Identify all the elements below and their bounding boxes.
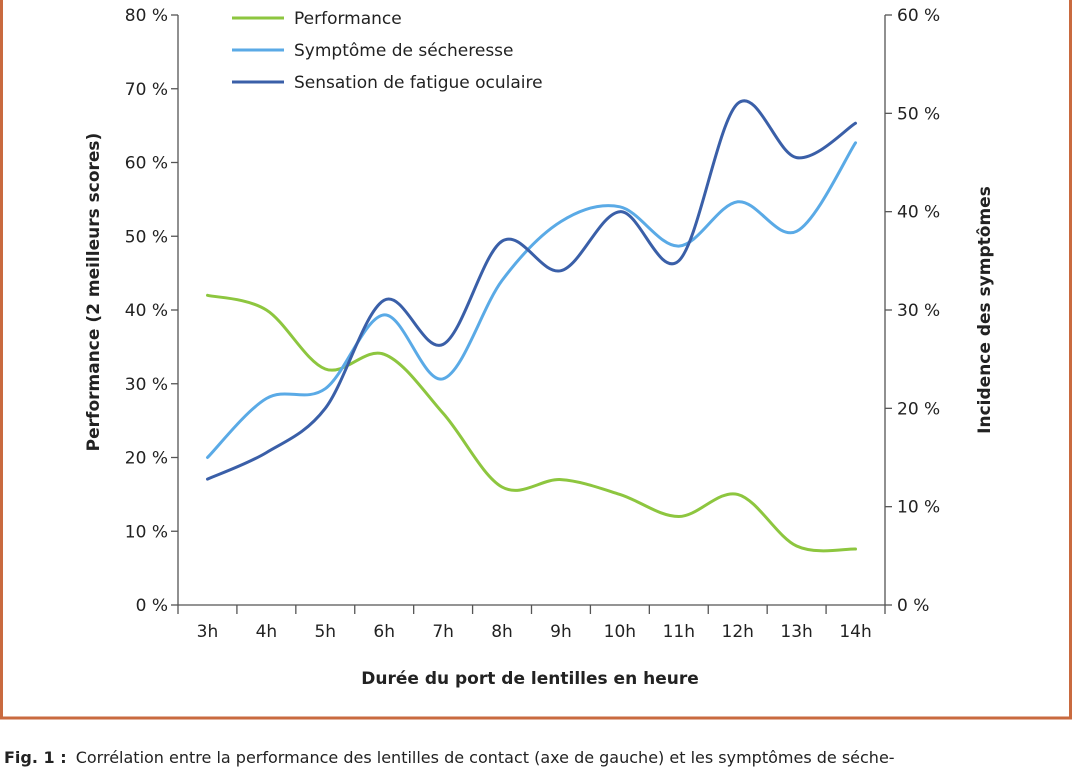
- x-tick-label: 9h: [550, 622, 572, 642]
- right-tick-label: 20 %: [897, 399, 940, 419]
- left-tick-label: 40 %: [125, 301, 168, 321]
- legend-label: Symptôme de sécheresse: [294, 41, 514, 61]
- x-tick-label: 10h: [604, 622, 636, 642]
- right-tick-label: 0 %: [897, 596, 929, 616]
- left-tick-label: 80 %: [125, 6, 168, 26]
- caption-label: Fig. 1 :: [4, 748, 67, 767]
- left-tick-label: 70 %: [125, 80, 168, 100]
- x-tick-label: 7h: [432, 622, 454, 642]
- left-tick-label: 50 %: [125, 227, 168, 247]
- left-tick-label: 0 %: [136, 596, 168, 616]
- x-tick-label: 3h: [197, 622, 219, 642]
- right-tick-label: 40 %: [897, 203, 940, 223]
- x-tick-label: 4h: [256, 622, 278, 642]
- x-tick-label: 8h: [491, 622, 513, 642]
- left-axis-title: Performance (2 meilleurs scores): [84, 133, 104, 452]
- legend: Performance Symptôme de sécheresse Sensati…: [232, 9, 543, 93]
- x-tick-label: 12h: [722, 622, 754, 642]
- left-tick-label: 10 %: [125, 522, 168, 542]
- caption-text: Corrélation entre la performance des len…: [76, 748, 895, 767]
- x-tick-label: 13h: [780, 622, 812, 642]
- series-line-symptome-de-secheresse: [206, 141, 857, 459]
- x-tick-label: 11h: [663, 622, 695, 642]
- right-tick-label: 50 %: [897, 104, 940, 124]
- left-tick-label: 30 %: [125, 375, 168, 395]
- left-tick-label: 20 %: [125, 449, 168, 469]
- x-tick-label: 6h: [373, 622, 395, 642]
- x-tick-label: 14h: [839, 622, 871, 642]
- left-tick-label: 60 %: [125, 154, 168, 174]
- series-line-sensation-de-fatigue-oculaire: [206, 99, 857, 481]
- axes: [177, 15, 886, 606]
- right-axis-ticks: 0 % 10 % 20 % 30 % 40 % 50 % 60 %: [885, 6, 940, 616]
- right-tick-label: 10 %: [897, 498, 940, 518]
- right-axis-title: Incidence des symptômes: [975, 186, 995, 434]
- series-line-performance: [206, 293, 857, 553]
- x-axis-title: Durée du port de lentilles en heure: [361, 669, 699, 689]
- left-axis-ticks: 0 % 10 % 20 % 30 % 40 % 50 % 60 % 70 % 80 %: [125, 6, 178, 616]
- legend-label: Performance: [294, 9, 402, 29]
- figure-caption: Fig. 1 : Corrélation entre la performanc…: [4, 748, 895, 767]
- legend-label: Sensation de fatigue oculaire: [294, 73, 543, 93]
- figure-border: [0, 0, 1072, 720]
- x-tick-label: 5h: [314, 622, 336, 642]
- right-tick-label: 30 %: [897, 301, 940, 321]
- right-tick-label: 60 %: [897, 6, 940, 26]
- x-axis-ticks: 3h 4h 5h 6h 7h 8h 9h 10h 11h 12h 13h 14h: [177, 605, 886, 642]
- series-lines: [206, 99, 857, 553]
